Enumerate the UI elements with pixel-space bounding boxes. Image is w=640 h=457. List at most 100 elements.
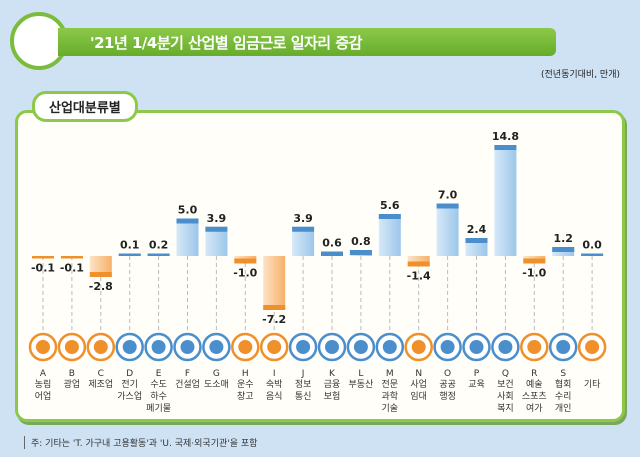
category-label: 통신 bbox=[295, 391, 312, 402]
category-label: 건설업 bbox=[175, 379, 200, 390]
category-label: 협회 bbox=[555, 378, 572, 390]
bar-M bbox=[378, 214, 401, 256]
bar-J bbox=[292, 226, 315, 256]
category-label: 정보 bbox=[295, 379, 312, 390]
value-label: 0.6 bbox=[322, 237, 342, 250]
category-label: 임대 bbox=[410, 390, 427, 402]
category-label: 보건 bbox=[497, 379, 514, 390]
value-label: -2.8 bbox=[89, 280, 113, 293]
title-bar: '21년 1/4분기 산업별 임금근로 일자리 증감 bbox=[58, 28, 556, 56]
bar-cap bbox=[234, 258, 257, 264]
plate-icon-glyph bbox=[267, 340, 282, 354]
value-label: -1.4 bbox=[407, 270, 431, 283]
bar-cap bbox=[407, 261, 430, 267]
bar-cap bbox=[118, 253, 141, 256]
page-title: '21년 1/4분기 산업별 임금근로 일자리 증감 bbox=[90, 34, 362, 52]
category-code: P bbox=[474, 369, 480, 379]
house-icon-glyph bbox=[353, 340, 368, 354]
category-label: 개인 bbox=[555, 403, 572, 414]
category-code: Q bbox=[502, 369, 509, 379]
category-label: 전문 bbox=[382, 379, 399, 390]
gears-icon-glyph bbox=[93, 340, 108, 354]
category-label: 여가 bbox=[526, 402, 543, 414]
bar-cap bbox=[292, 226, 315, 232]
value-label: 0.0 bbox=[582, 239, 602, 252]
bar-cap bbox=[552, 247, 575, 252]
chart-panel bbox=[15, 110, 625, 422]
bar-cap bbox=[32, 256, 54, 259]
category-label: 금융 bbox=[324, 379, 341, 390]
category-code: J bbox=[301, 369, 305, 379]
category-code: G bbox=[213, 369, 220, 379]
value-label: -0.1 bbox=[60, 262, 84, 275]
panel-tab: 산업대분류별 bbox=[32, 91, 138, 122]
bar-cap bbox=[494, 145, 517, 150]
category-label: 교육 bbox=[468, 379, 485, 390]
flask-icon-glyph bbox=[382, 340, 397, 354]
bar-cap bbox=[523, 258, 546, 264]
category-label: 수리 bbox=[555, 391, 572, 402]
bar-cap bbox=[581, 253, 604, 256]
category-code: E bbox=[156, 369, 162, 379]
graduation-cap-icon-glyph bbox=[469, 340, 484, 354]
bar-Q bbox=[494, 145, 517, 256]
category-code: D bbox=[126, 369, 133, 379]
medical-kit-icon-glyph bbox=[498, 340, 513, 354]
category-code: O bbox=[444, 369, 451, 379]
category-label: 도소매 bbox=[204, 379, 229, 390]
category-code: B bbox=[69, 369, 75, 379]
category-label: 어업 bbox=[35, 391, 52, 402]
faucet-icon-glyph bbox=[151, 340, 166, 354]
category-label: 기술 bbox=[382, 403, 399, 414]
bar-cap bbox=[147, 253, 170, 256]
category-code: C bbox=[98, 369, 104, 379]
value-label: -1.0 bbox=[233, 267, 257, 280]
value-label: 2.4 bbox=[467, 223, 487, 236]
bar-cap bbox=[89, 272, 112, 277]
bar-G bbox=[205, 226, 228, 256]
category-code: I bbox=[273, 369, 276, 379]
category-code: R bbox=[531, 369, 537, 379]
category-label: 제조업 bbox=[88, 379, 113, 390]
unit-label: (전년동기대비, 만개) bbox=[541, 70, 620, 80]
category-code: S bbox=[560, 369, 566, 379]
category-label: 사업 bbox=[410, 379, 427, 390]
category-label: 예술 bbox=[526, 379, 543, 390]
atm-icon-glyph bbox=[325, 340, 339, 354]
category-label: 가스업 bbox=[117, 391, 142, 402]
basket-icon-glyph bbox=[209, 340, 224, 354]
category-code: K bbox=[329, 369, 336, 379]
category-label: 숙박 bbox=[266, 379, 283, 390]
value-label: 7.0 bbox=[438, 189, 458, 202]
bar-cap bbox=[263, 305, 286, 310]
bar-cap bbox=[465, 238, 488, 243]
bar-F bbox=[176, 218, 199, 256]
category-label: 사회 bbox=[497, 391, 514, 402]
category-label: 전기 bbox=[121, 379, 138, 390]
value-label: 0.8 bbox=[351, 235, 371, 248]
bar-O bbox=[436, 203, 459, 256]
document-icon-glyph bbox=[585, 340, 600, 354]
phone-icon-glyph bbox=[296, 340, 311, 354]
category-label: 광업 bbox=[64, 378, 81, 390]
category-code: H bbox=[242, 369, 249, 379]
bar-cap bbox=[176, 218, 199, 224]
category-label: 복지 bbox=[497, 403, 514, 414]
value-label: -7.2 bbox=[262, 313, 286, 326]
excavator-icon-glyph bbox=[180, 340, 195, 354]
helmet-icon-glyph bbox=[64, 340, 79, 354]
value-label: -1.0 bbox=[522, 267, 546, 280]
category-code: F bbox=[185, 369, 190, 379]
bar-N bbox=[407, 256, 430, 267]
bar-cap bbox=[349, 250, 372, 255]
group-icon-glyph bbox=[556, 340, 571, 354]
category-label: 운수 bbox=[237, 379, 254, 390]
bar-I bbox=[263, 256, 286, 310]
category-label: 스포츠 bbox=[522, 391, 547, 402]
value-label: 3.9 bbox=[293, 212, 313, 225]
category-label: 기타 bbox=[584, 379, 601, 390]
value-label: 14.8 bbox=[492, 130, 519, 143]
bar-cap bbox=[436, 203, 459, 209]
value-label: 5.6 bbox=[380, 199, 400, 212]
category-label: 창고 bbox=[237, 391, 254, 402]
